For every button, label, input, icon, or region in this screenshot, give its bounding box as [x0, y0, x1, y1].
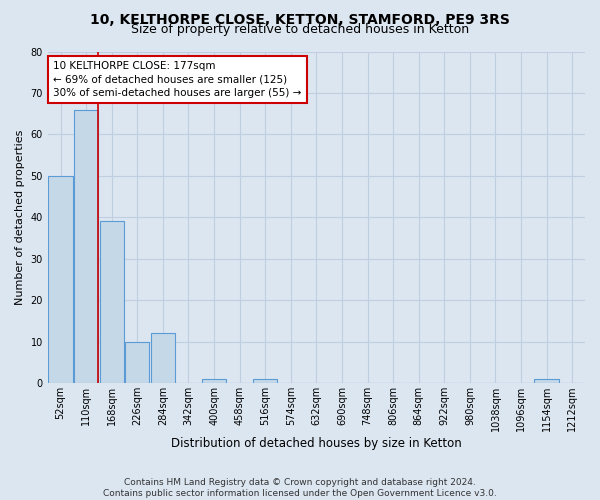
Text: Size of property relative to detached houses in Ketton: Size of property relative to detached ho… — [131, 22, 469, 36]
Text: 10, KELTHORPE CLOSE, KETTON, STAMFORD, PE9 3RS: 10, KELTHORPE CLOSE, KETTON, STAMFORD, P… — [90, 12, 510, 26]
Bar — [535, 379, 559, 383]
Bar — [74, 110, 98, 383]
X-axis label: Distribution of detached houses by size in Ketton: Distribution of detached houses by size … — [171, 437, 462, 450]
Bar — [49, 176, 73, 383]
Y-axis label: Number of detached properties: Number of detached properties — [15, 130, 25, 305]
Bar — [202, 379, 226, 383]
Bar — [151, 334, 175, 383]
Bar — [100, 222, 124, 383]
Bar — [253, 379, 277, 383]
Text: 10 KELTHORPE CLOSE: 177sqm
← 69% of detached houses are smaller (125)
30% of sem: 10 KELTHORPE CLOSE: 177sqm ← 69% of deta… — [53, 62, 302, 98]
Text: Contains HM Land Registry data © Crown copyright and database right 2024.
Contai: Contains HM Land Registry data © Crown c… — [103, 478, 497, 498]
Bar — [125, 342, 149, 383]
